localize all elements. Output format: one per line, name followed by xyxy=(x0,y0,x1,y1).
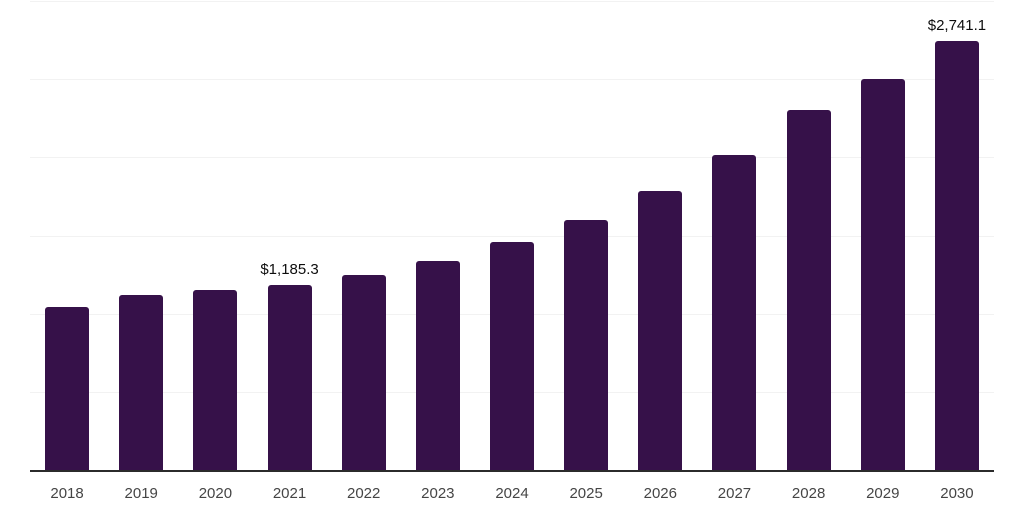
bar-2029[interactable] xyxy=(860,78,905,470)
x-label-2023: 2023 xyxy=(421,485,455,502)
x-label-2029: 2029 xyxy=(866,485,900,502)
bar-2021[interactable] xyxy=(267,284,312,470)
bar-2025[interactable] xyxy=(564,219,609,470)
value-label-2030: $2,741.1 xyxy=(927,17,987,35)
x-label-2018: 2018 xyxy=(50,485,84,502)
bar-2022[interactable] xyxy=(341,275,386,470)
bar-2018[interactable] xyxy=(45,306,90,470)
x-label-2027: 2027 xyxy=(717,485,752,502)
gridline-3000 xyxy=(30,1,994,2)
x-axis-line xyxy=(30,470,994,472)
gridline-2500 xyxy=(30,79,994,81)
x-label-2024: 2024 xyxy=(495,485,529,502)
x-label-2025: 2025 xyxy=(569,485,603,502)
bar-2020[interactable] xyxy=(193,290,238,470)
bar-2028[interactable] xyxy=(786,109,831,470)
x-label-2021: 2021 xyxy=(272,485,307,502)
x-label-2026: 2026 xyxy=(643,485,677,502)
x-label-2019: 2019 xyxy=(124,485,158,502)
bar-2019[interactable] xyxy=(119,295,164,470)
x-label-2030: 2030 xyxy=(940,485,974,502)
x-label-2022: 2022 xyxy=(347,485,381,502)
bar-2024[interactable] xyxy=(490,242,534,470)
bar-2023[interactable] xyxy=(415,260,460,470)
bar-2027[interactable] xyxy=(712,154,757,470)
x-label-2020: 2020 xyxy=(198,485,233,502)
x-label-2028: 2028 xyxy=(791,485,826,502)
value-label-2021: $1,185.3 xyxy=(260,260,319,278)
gridline-1500 xyxy=(30,235,994,237)
bar-2026[interactable] xyxy=(638,191,683,470)
gridline-2000 xyxy=(30,157,994,159)
bar-2030[interactable] xyxy=(934,41,979,470)
